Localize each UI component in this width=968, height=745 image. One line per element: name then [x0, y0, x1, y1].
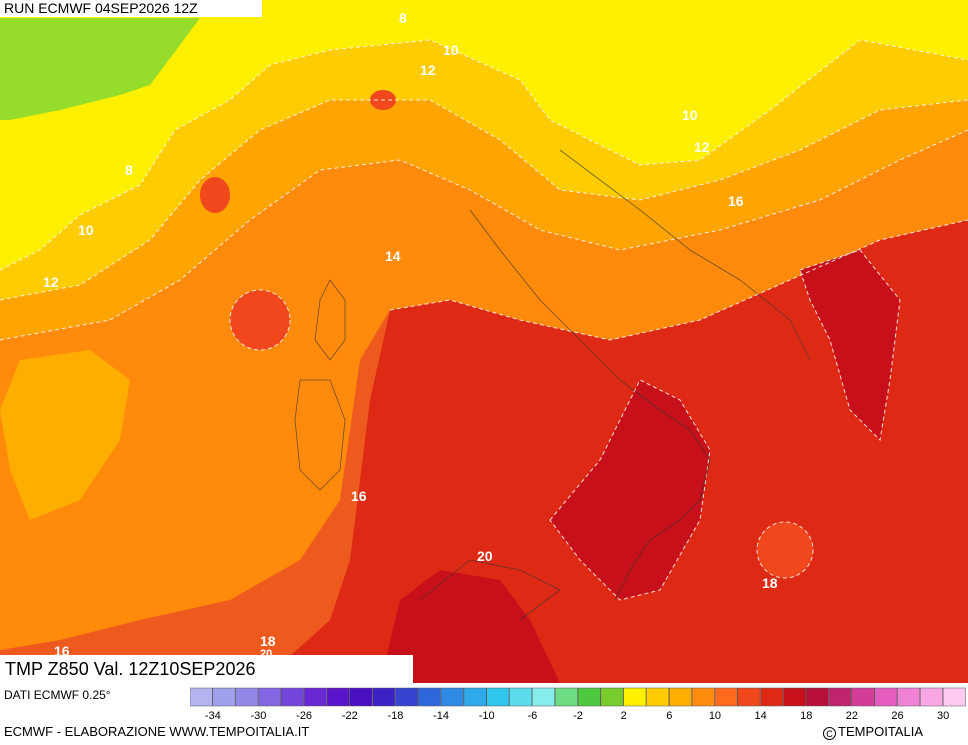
legend-swatch	[349, 687, 373, 707]
legend-swatch	[532, 687, 555, 707]
contour-label: 10	[443, 42, 459, 58]
legend-swatch	[646, 687, 670, 707]
legend-swatch	[920, 687, 943, 707]
contour-label: 14	[385, 248, 401, 264]
legend-swatch	[577, 687, 601, 707]
legend-swatch	[190, 687, 213, 707]
legend-tick-label: 2	[621, 710, 627, 722]
legend-tick-label: 30	[937, 710, 949, 722]
legend-swatch	[303, 687, 327, 707]
legend-tick-label: -30	[251, 710, 267, 722]
contour-label: 18	[260, 633, 276, 649]
legend-tick-label: -26	[296, 710, 312, 722]
contour-label: 10	[682, 107, 698, 123]
legend-swatch	[509, 687, 533, 707]
legend-swatch	[486, 687, 510, 707]
legend-swatch	[783, 687, 806, 707]
legend-swatch	[372, 687, 396, 707]
contour-label: 10	[78, 222, 94, 238]
legend-swatch	[258, 687, 282, 707]
legend-tick-label: 14	[754, 710, 766, 722]
legend-swatch	[737, 687, 761, 707]
legend-swatch	[805, 687, 829, 707]
legend-tick-label: -22	[342, 710, 358, 722]
legend-swatch	[874, 687, 898, 707]
legend-tick-label: -2	[573, 710, 583, 722]
legend-swatch	[942, 687, 966, 707]
legend-swatch	[463, 687, 487, 707]
legend-swatch	[760, 687, 784, 707]
legend-tick-label: -18	[387, 710, 403, 722]
footer-credit: ECMWF - ELABORAZIONE WWW.TEMPOITALIA.IT	[4, 724, 310, 739]
legend-swatch	[554, 687, 578, 707]
legend-tick-label: 26	[891, 710, 903, 722]
legend-swatch	[395, 687, 418, 707]
legend-tick-label: 6	[666, 710, 672, 722]
legend-swatch	[600, 687, 624, 707]
legend-tick-label: -10	[479, 710, 495, 722]
brand-name: TEMPOITALIA	[838, 724, 923, 739]
contour-label: 8	[125, 162, 133, 178]
legend-swatch	[828, 687, 852, 707]
temperature-map	[0, 0, 968, 683]
legend-swatch	[669, 687, 692, 707]
legend-swatch	[623, 687, 647, 707]
legend-swatch	[691, 687, 715, 707]
legend-swatch	[897, 687, 921, 707]
legend-swatch	[851, 687, 875, 707]
contour-label: 12	[420, 62, 436, 78]
legend-swatch	[714, 687, 738, 707]
contour-label: 12	[43, 274, 59, 290]
map-title: TMP Z850 Val. 12Z10SEP2026	[0, 655, 413, 683]
footer-brand: C TEMPOITALIA	[823, 724, 923, 740]
contour-label: 20	[477, 548, 493, 564]
legend-swatch	[281, 687, 304, 707]
legend-tick-label: -14	[433, 710, 449, 722]
legend-swatch	[440, 687, 464, 707]
color-legend: -34-30-26-22-18-14-10-6-2261014182226303…	[190, 687, 966, 722]
copyright-icon: C	[823, 727, 836, 740]
legend-swatch	[417, 687, 441, 707]
contour-label: 16	[728, 193, 744, 209]
legend-tick-label: 10	[709, 710, 721, 722]
legend-swatch	[235, 687, 259, 707]
legend-tick-label: -6	[527, 710, 537, 722]
contour-label: 16	[351, 488, 367, 504]
legend-swatch	[326, 687, 350, 707]
contour-label: 8	[399, 10, 407, 26]
contour-label: 18	[762, 575, 778, 591]
legend-tick-label: -34	[205, 710, 221, 722]
legend-swatch	[212, 687, 236, 707]
data-source-label: DATI ECMWF 0.25°	[4, 688, 111, 702]
contour-label: 12	[694, 139, 710, 155]
legend-tick-label: 22	[846, 710, 858, 722]
legend-tick-label: 18	[800, 710, 812, 722]
run-label: RUN ECMWF 04SEP2026 12Z	[0, 0, 262, 17]
